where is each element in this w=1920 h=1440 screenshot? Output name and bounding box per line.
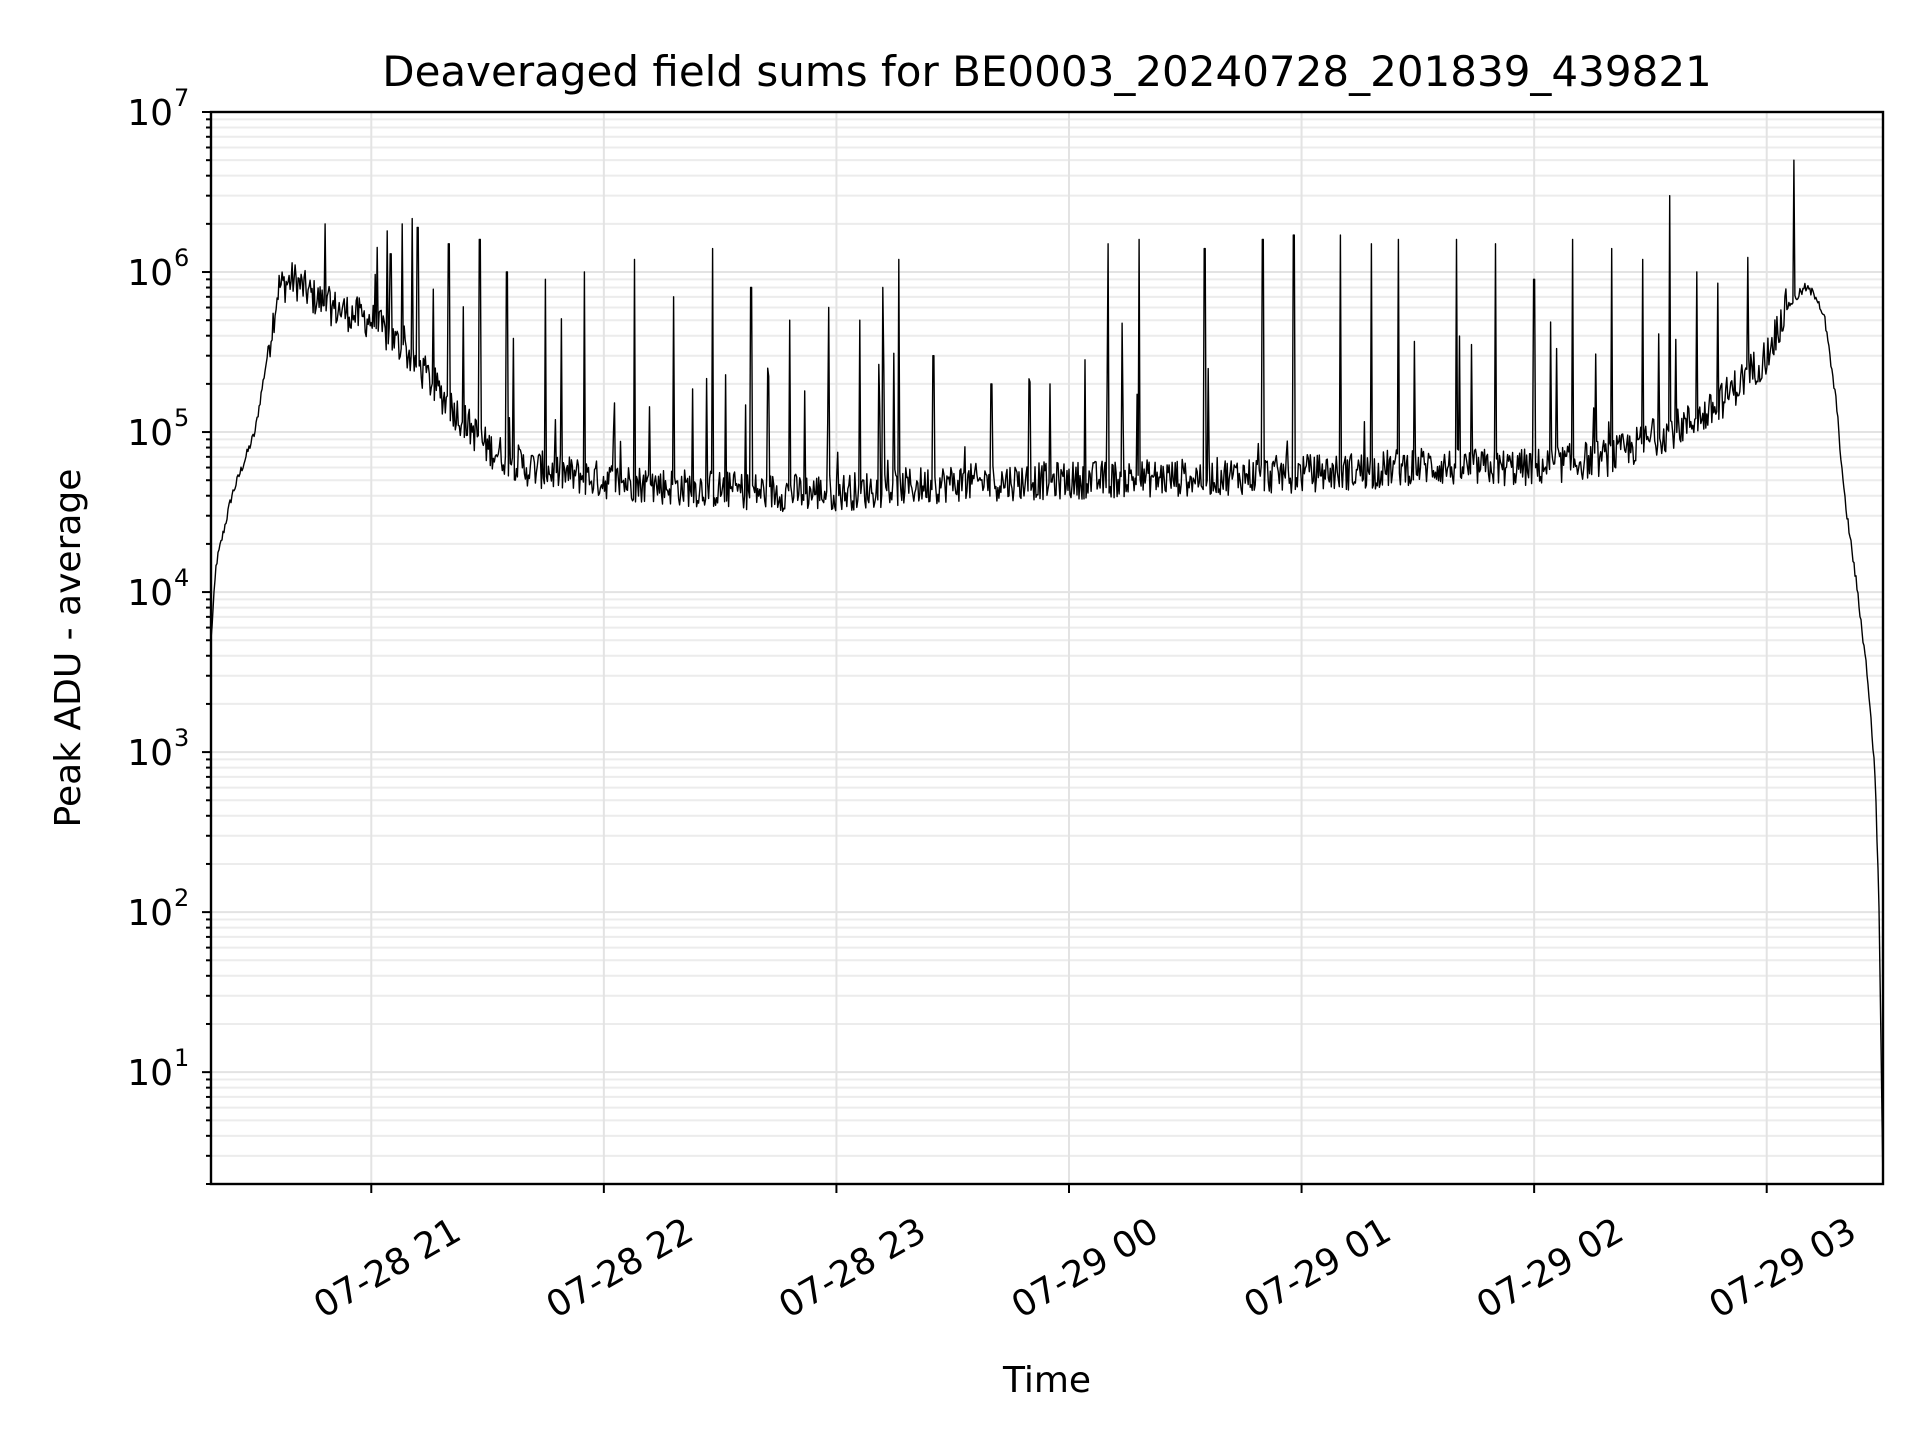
y-tick-exponent: 2 xyxy=(174,884,189,912)
y-tick-exponent: 3 xyxy=(174,724,189,752)
y-tick-label: 10 xyxy=(127,573,173,614)
chart-title: Deaveraged field sums for BE0003_2024072… xyxy=(382,47,1712,96)
y-tick-label: 10 xyxy=(127,733,173,774)
y-tick-exponent: 4 xyxy=(174,564,189,592)
axes-frame xyxy=(209,110,1885,1186)
y-tick-label: 10 xyxy=(127,413,173,454)
series xyxy=(210,159,1884,1185)
y-tick-exponent: 7 xyxy=(174,84,189,112)
x-axis-label: Time xyxy=(1002,1360,1091,1401)
y-axis-label: Peak ADU - average xyxy=(48,469,89,828)
y-tick-exponent: 6 xyxy=(174,244,189,272)
y-tick-label: 10 xyxy=(127,893,173,934)
ticks xyxy=(202,111,1768,1193)
y-tick-label: 10 xyxy=(127,253,173,294)
y-tick-label: 10 xyxy=(127,93,173,134)
series-line xyxy=(210,159,1884,1185)
y-tick-exponent: 1 xyxy=(174,1044,189,1072)
y-tick-label: 10 xyxy=(127,1053,173,1094)
y-tick-exponent: 5 xyxy=(174,404,189,432)
